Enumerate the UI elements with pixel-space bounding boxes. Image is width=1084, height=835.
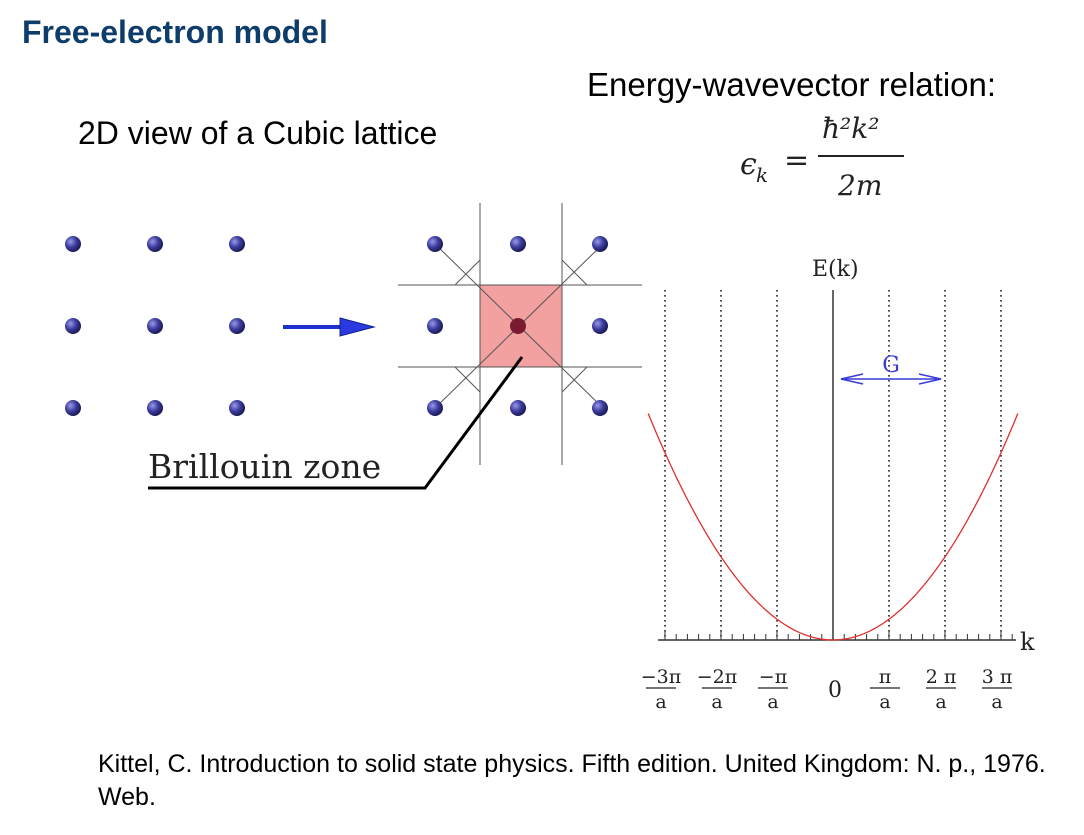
brillouin-leader-line <box>148 356 524 490</box>
transform-arrow <box>283 317 376 337</box>
brillouin-zone-label: Brillouin zone <box>148 447 381 486</box>
lattice-atom <box>229 236 245 252</box>
lattice-atom <box>65 400 81 416</box>
lattice-atom <box>147 236 163 252</box>
k-axis-ticks <box>664 630 1013 640</box>
formula-denominator: 2m <box>837 169 882 202</box>
y-axis-label: E(k) <box>812 257 859 282</box>
zone-boundary-lines <box>664 290 1002 640</box>
reciprocal-vector-g: G <box>840 353 942 385</box>
tick-label-numerator: π <box>879 666 892 688</box>
g-arrow-head-right <box>918 373 942 385</box>
lattice-right <box>398 203 642 465</box>
tick-label-numerator: −π <box>759 666 787 688</box>
lattice-atom <box>427 236 443 252</box>
tick-label: −3π a <box>641 666 682 713</box>
lattice-atom <box>147 400 163 416</box>
formula-epsilon: ϵ <box>740 147 757 182</box>
formula-equals: = <box>784 143 809 178</box>
lattice-atom <box>427 318 443 334</box>
lattice-atom <box>147 318 163 334</box>
lattice-atom <box>65 236 81 252</box>
dispersion-formula: ϵ k = ħ²k² 2m <box>740 112 904 202</box>
formula-subscript-k: k <box>756 163 768 187</box>
tick-label-denominator: a <box>879 691 890 713</box>
tick-label-zero: 0 <box>828 678 842 703</box>
tick-label-denominator: a <box>767 691 778 713</box>
lattice-atom <box>592 400 608 416</box>
tick-label: −2π a <box>697 666 738 713</box>
lattice-atom <box>510 236 526 252</box>
tick-label: 2 π a <box>926 666 957 713</box>
tick-label-denominator: a <box>935 691 946 713</box>
central-lattice-atom <box>510 318 526 334</box>
formula-numerator: ħ²k² <box>822 112 879 145</box>
g-arrow-head-left <box>840 373 864 385</box>
citation: Kittel, C. Introduction to solid state p… <box>98 750 1046 811</box>
tick-label-denominator: a <box>711 691 722 713</box>
lattice-atom <box>510 400 526 416</box>
bisector-lines <box>398 203 642 465</box>
tick-label: πa <box>870 666 900 713</box>
lattice-atom <box>229 318 245 334</box>
g-label: G <box>882 353 900 378</box>
lattice-subtitle: 2D view of a Cubic lattice <box>78 115 438 151</box>
tick-label-numerator: 2 π <box>926 666 957 688</box>
tick-label-denominator: a <box>655 691 666 713</box>
tick-label: −π a <box>758 666 788 713</box>
tick-label-numerator: −3π <box>641 666 682 688</box>
tick-label: 3 π a <box>982 666 1013 713</box>
tick-label-denominator: a <box>991 691 1002 713</box>
tick-label-numerator: 3 π <box>982 666 1013 688</box>
tick-label-numerator: −2π <box>697 666 738 688</box>
lattice-left <box>65 236 245 416</box>
x-axis-label: k <box>1020 628 1035 656</box>
lattice-atom <box>229 400 245 416</box>
lattice-atom <box>592 236 608 252</box>
lattice-atom <box>592 318 608 334</box>
dispersion-curve <box>647 413 1019 641</box>
lattice-atom <box>427 400 443 416</box>
relation-label: Energy-wavevector relation: <box>587 66 997 103</box>
lattice-atom <box>65 318 81 334</box>
slide-title: Free-electron model <box>22 14 328 50</box>
